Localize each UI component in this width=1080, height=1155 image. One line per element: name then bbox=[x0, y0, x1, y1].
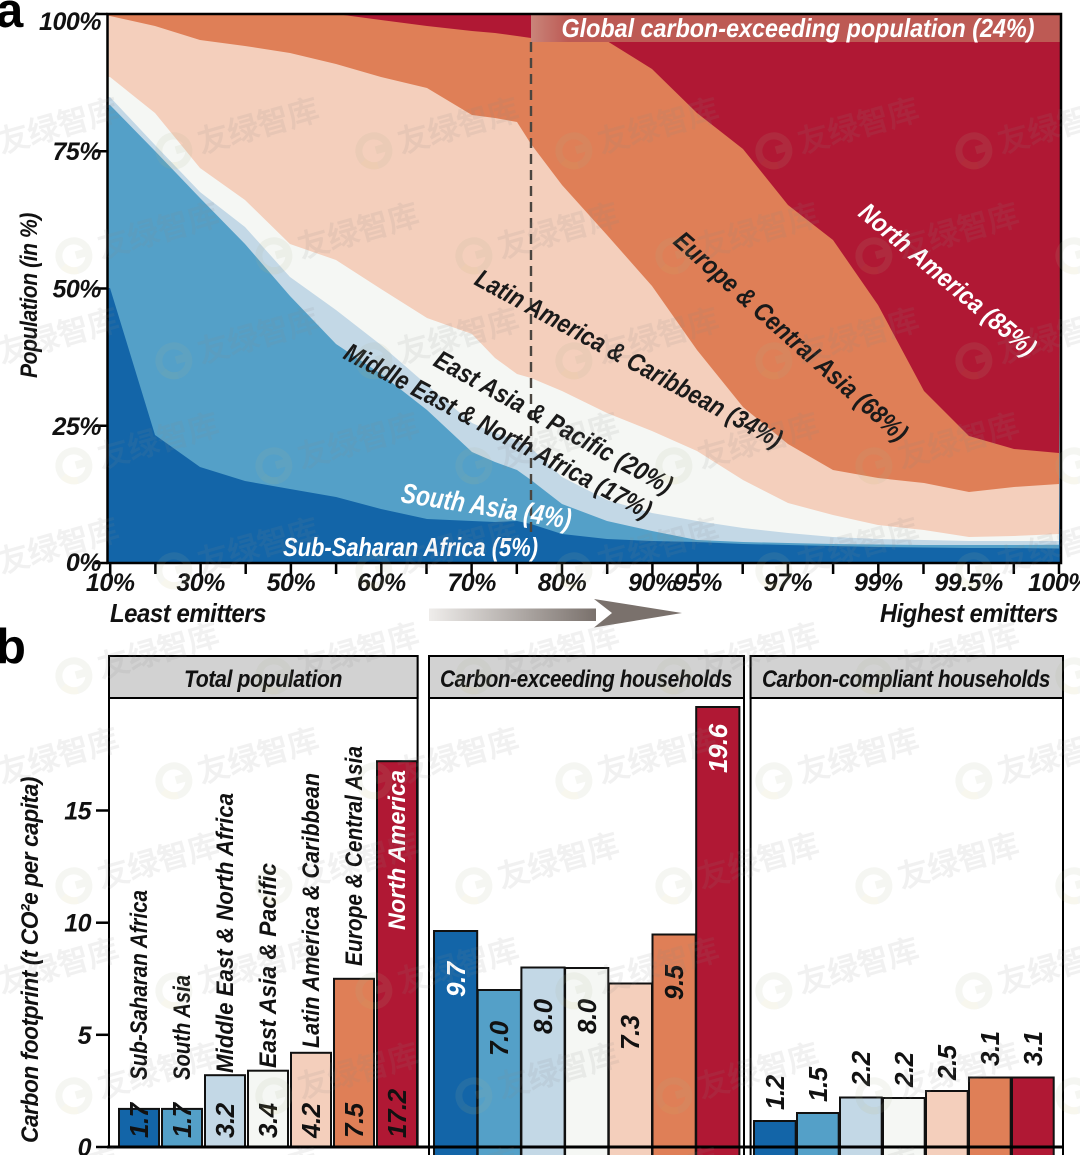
svg-text:1.2: 1.2 bbox=[760, 1074, 790, 1110]
svg-text:a: a bbox=[0, 0, 24, 38]
svg-text:50%: 50% bbox=[267, 569, 316, 597]
svg-text:3.1: 3.1 bbox=[975, 1031, 1005, 1066]
svg-text:19.6: 19.6 bbox=[703, 723, 733, 773]
svg-text:Carbon footprint (t CO²e per c: Carbon footprint (t CO²e per capita) bbox=[17, 777, 44, 1143]
svg-text:2.5: 2.5 bbox=[932, 1044, 962, 1081]
svg-text:8.0: 8.0 bbox=[572, 998, 602, 1034]
svg-text:7.0: 7.0 bbox=[484, 1020, 514, 1056]
svg-text:4.2: 4.2 bbox=[296, 1102, 326, 1139]
svg-text:10%: 10% bbox=[86, 569, 135, 597]
svg-text:Europe & Central Asia: Europe & Central Asia bbox=[341, 746, 368, 966]
svg-text:7.3: 7.3 bbox=[615, 1014, 645, 1050]
svg-text:2.2: 2.2 bbox=[889, 1051, 919, 1088]
svg-text:100%: 100% bbox=[1028, 569, 1080, 597]
svg-text:Sub-Saharan Africa: Sub-Saharan Africa bbox=[126, 890, 153, 1080]
svg-text:80%: 80% bbox=[538, 569, 587, 597]
svg-text:100%: 100% bbox=[39, 8, 101, 36]
svg-text:9.7: 9.7 bbox=[441, 960, 471, 997]
svg-text:3.2: 3.2 bbox=[210, 1102, 240, 1138]
svg-text:3.4: 3.4 bbox=[253, 1102, 283, 1138]
svg-text:5: 5 bbox=[78, 1022, 93, 1050]
svg-text:99.5%: 99.5% bbox=[934, 569, 1003, 597]
svg-text:97%: 97% bbox=[764, 569, 813, 597]
svg-text:2.2: 2.2 bbox=[846, 1050, 876, 1087]
svg-text:17.2: 17.2 bbox=[382, 1088, 412, 1138]
svg-text:99%: 99% bbox=[854, 569, 903, 597]
svg-text:Middle East & North Africa: Middle East & North Africa bbox=[212, 793, 239, 1073]
svg-text:East Asia & Pacific: East Asia & Pacific bbox=[255, 863, 282, 1068]
svg-text:Carbon-exceeding households: Carbon-exceeding households bbox=[440, 666, 732, 693]
svg-text:Latin America & Caribbean: Latin America & Caribbean bbox=[298, 773, 325, 1048]
svg-text:Highest emitters: Highest emitters bbox=[880, 598, 1058, 628]
svg-text:15: 15 bbox=[64, 798, 92, 826]
svg-text:30%: 30% bbox=[176, 569, 225, 597]
svg-text:7.5: 7.5 bbox=[339, 1102, 369, 1138]
svg-text:Sub-Saharan Africa (5%): Sub-Saharan Africa (5%) bbox=[283, 532, 538, 562]
svg-text:50%: 50% bbox=[52, 276, 101, 304]
svg-text:Population (in %): Population (in %) bbox=[16, 213, 43, 378]
svg-text:25%: 25% bbox=[51, 413, 101, 441]
svg-text:1.7: 1.7 bbox=[124, 1101, 154, 1138]
svg-text:90%: 90% bbox=[628, 569, 677, 597]
svg-text:95%: 95% bbox=[673, 569, 722, 597]
svg-text:8.0: 8.0 bbox=[528, 998, 558, 1034]
svg-text:Total population: Total population bbox=[184, 666, 342, 693]
svg-text:Global carbon-exceeding popula: Global carbon-exceeding population (24%) bbox=[562, 13, 1035, 43]
svg-text:70%: 70% bbox=[447, 569, 496, 597]
svg-text:1.7: 1.7 bbox=[167, 1101, 197, 1138]
svg-text:South Asia: South Asia bbox=[169, 975, 196, 1080]
svg-text:9.5: 9.5 bbox=[659, 964, 689, 1000]
svg-text:0: 0 bbox=[78, 1134, 92, 1155]
svg-text:3.1: 3.1 bbox=[1018, 1031, 1048, 1066]
svg-text:North America: North America bbox=[384, 770, 411, 930]
svg-text:b: b bbox=[0, 620, 26, 674]
svg-text:0%: 0% bbox=[66, 549, 101, 577]
svg-text:60%: 60% bbox=[357, 569, 406, 597]
svg-text:1.5: 1.5 bbox=[803, 1066, 833, 1102]
svg-text:Least emitters: Least emitters bbox=[110, 598, 266, 628]
svg-text:75%: 75% bbox=[52, 138, 101, 166]
svg-text:Carbon-compliant households: Carbon-compliant households bbox=[762, 666, 1050, 693]
svg-text:10: 10 bbox=[64, 910, 91, 938]
